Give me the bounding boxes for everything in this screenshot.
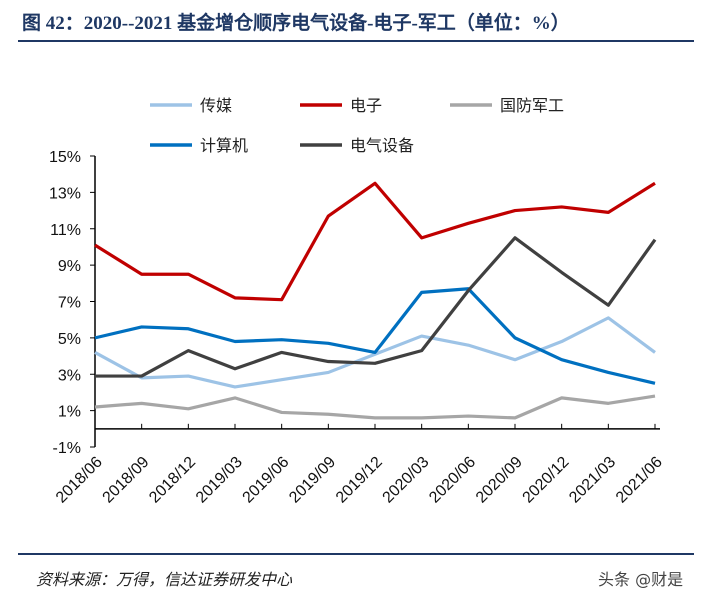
legend-label: 电子 xyxy=(350,96,382,115)
y-tick-label: 15% xyxy=(49,149,81,166)
title-rule xyxy=(18,40,694,42)
y-tick-label: 3% xyxy=(58,367,81,384)
x-tick-label: 2021/03 xyxy=(566,454,619,507)
x-tick-label: 2018/06 xyxy=(53,454,106,507)
y-tick-label: 5% xyxy=(58,331,81,348)
x-tick-label: 2018/12 xyxy=(146,454,199,507)
line-chart: -1% 1% 3% 5% 7% 9% 11% 13% 15% 2018/062018/092018… xyxy=(49,96,666,507)
legend-label: 计算机 xyxy=(200,136,248,155)
x-tick-label: 2019/03 xyxy=(193,454,246,507)
x-tick-label: 2020/03 xyxy=(380,454,433,507)
x-tick-label: 2021/06 xyxy=(613,454,666,507)
y-tick-label: 7% xyxy=(58,295,81,312)
watermark: 头条 @财是 xyxy=(598,570,684,589)
legend-label: 电气设备 xyxy=(350,136,414,155)
legend-label: 传媒 xyxy=(200,96,232,115)
x-tick-label: 2019/06 xyxy=(240,454,293,507)
x-tick-label: 2019/09 xyxy=(286,454,339,507)
source-rule xyxy=(18,553,694,555)
source-note: 资料来源：万得，信达证券研发中心 xyxy=(36,572,293,589)
y-tick-label: -1% xyxy=(53,440,81,457)
figure-title: 图 42：2020--2021 基金增仓顺序电气设备-电子-军工（单位：%） xyxy=(22,13,570,34)
series-line-1 xyxy=(94,181,656,302)
x-tick-label: 2020/12 xyxy=(520,454,573,507)
legend-label: 国防军工 xyxy=(500,96,564,115)
x-tick-label: 2020/06 xyxy=(426,454,479,507)
y-tick-label: 13% xyxy=(49,185,81,202)
x-tick-label: 2019/12 xyxy=(333,454,386,507)
y-tick-label: 1% xyxy=(58,404,81,421)
y-tick-label: 11% xyxy=(50,222,81,239)
x-tick-label: 2020/09 xyxy=(473,454,526,507)
x-tick-label: 2018/09 xyxy=(100,454,153,507)
y-tick-label: 9% xyxy=(58,258,81,275)
series-line-2 xyxy=(94,394,656,420)
